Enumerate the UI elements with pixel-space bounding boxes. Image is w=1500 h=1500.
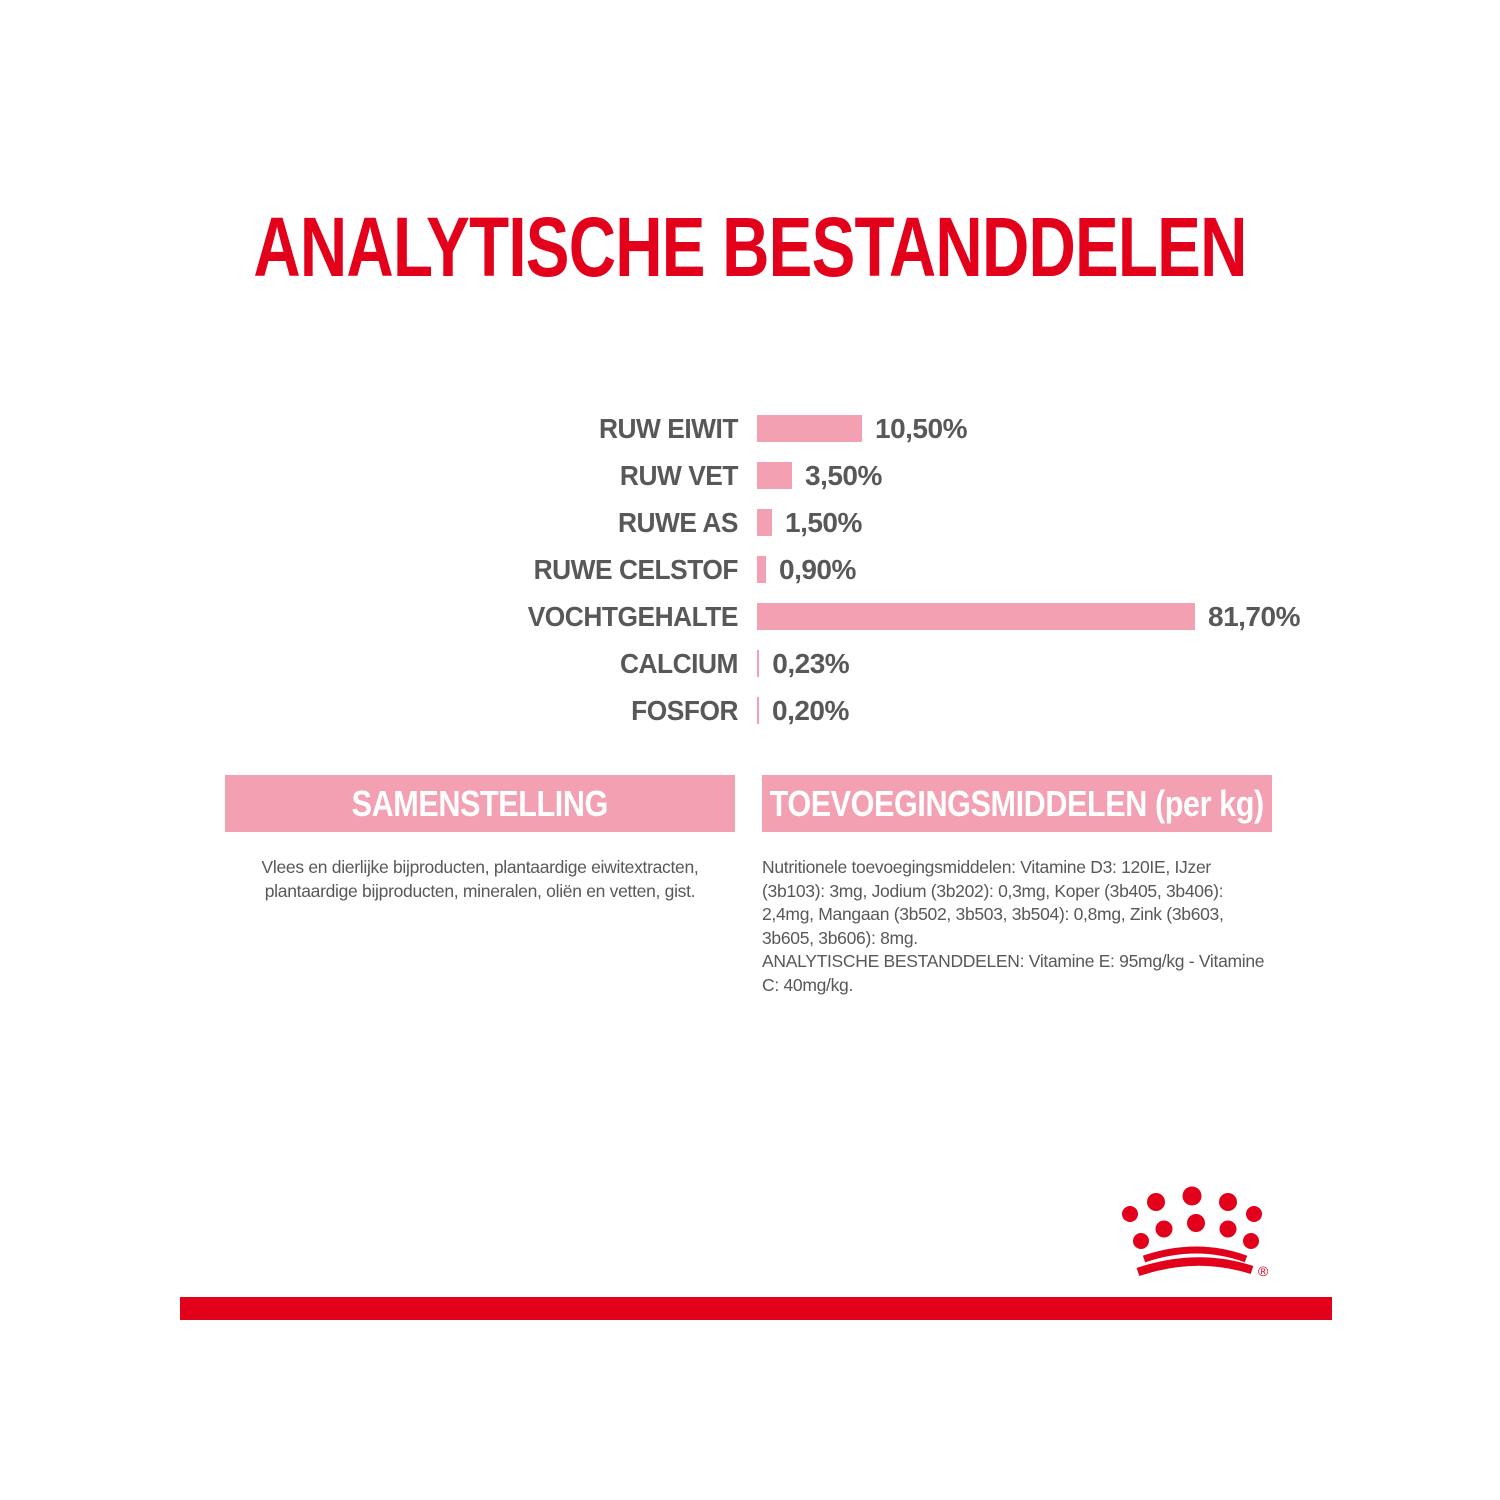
samenstelling-header: SAMENSTELLING [225, 775, 735, 832]
footer-red-bar [180, 1297, 1332, 1320]
chart-category-label: RUWE AS [617, 506, 738, 538]
chart-category-label: RUW VET [619, 459, 739, 491]
analytical-constituents-text: ANALYTISCHE BESTANDDELEN: Vitamine E: 95… [762, 951, 1265, 995]
chart-row: RUW EIWIT 10,50% [0, 405, 1500, 452]
chart-category-label: CALCIUM [619, 647, 739, 679]
crown-icon: ® [1122, 1186, 1269, 1279]
chart-category-label: VOCHTGEHALTE [527, 600, 739, 632]
toevoegingsmiddelen-header: TOEVOEGINGSMIDDELEN (per kg) [762, 775, 1272, 832]
samenstelling-section: SAMENSTELLING Vlees en dierlijke bijprod… [225, 775, 735, 903]
chart-row: CALCIUM 0,23% [0, 640, 1500, 687]
royal-canin-crown-logo: ® [1122, 1183, 1278, 1293]
additives-body-text: Nutritionele toevoegingsmiddelen: Vitami… [762, 857, 1224, 948]
registered-trademark: ® [1258, 1263, 1269, 1279]
chart-bar [757, 462, 792, 489]
chart-row: VOCHTGEHALTE 81,70% [0, 593, 1500, 640]
chart-value-label: 0,20% [772, 694, 849, 726]
chart-value-label: 0,23% [772, 647, 850, 679]
toevoegingsmiddelen-header-label: TOEVOEGINGSMIDDELEN (per kg) [769, 782, 1265, 824]
chart-category-label: FOSFOR [631, 694, 738, 726]
chart-bar [757, 509, 772, 536]
samenstelling-body-text: Vlees en dierlijke bijproducten, plantaa… [261, 857, 699, 901]
chart-bar [757, 650, 760, 677]
chart-bar [757, 556, 766, 583]
chart-category-label: RUWE CELSTOF [533, 553, 739, 585]
chart-bar [757, 697, 759, 724]
chart-value-label: 81,70% [1208, 600, 1300, 632]
chart-value-label: 3,50% [805, 459, 882, 491]
chart-value-label: 10,50% [875, 412, 967, 444]
chart-bar [757, 603, 1195, 630]
chart-row: RUWE AS 1,50% [0, 499, 1500, 546]
samenstelling-header-label: SAMENSTELLING [351, 782, 609, 824]
chart-bar [757, 415, 862, 442]
chart-row: RUWE CELSTOF 0,90% [0, 546, 1500, 593]
chart-value-label: 1,50% [785, 506, 862, 538]
nutrition-bar-chart: RUW EIWIT 10,50% RUW VET 3,50% RUWE AS 1,50% R… [0, 405, 1500, 734]
toevoegingsmiddelen-section: TOEVOEGINGSMIDDELEN (per kg) Nutritionel… [762, 775, 1272, 997]
chart-category-label: RUW EIWIT [598, 412, 739, 444]
page-title: ANALYTISCHE BESTANDDELEN [253, 200, 1247, 294]
chart-value-label: 0,90% [779, 553, 856, 585]
chart-row: RUW VET 3,50% [0, 452, 1500, 499]
chart-row: FOSFOR 0,20% [0, 687, 1500, 734]
